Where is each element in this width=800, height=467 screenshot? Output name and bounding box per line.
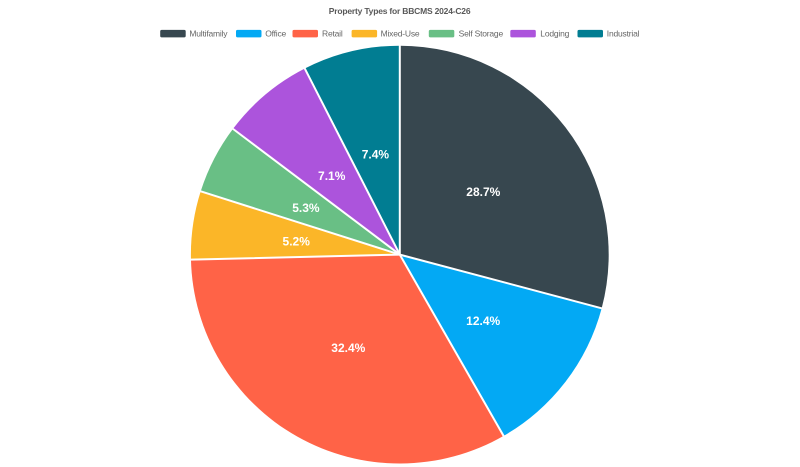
svg-text:7.4%: 7.4% — [362, 148, 390, 162]
svg-text:Office: Office — [265, 28, 286, 38]
svg-text:Mixed-Use: Mixed-Use — [381, 28, 420, 38]
svg-text:5.3%: 5.3% — [292, 201, 320, 215]
svg-text:7.1%: 7.1% — [318, 169, 346, 183]
svg-text:Retail: Retail — [322, 28, 343, 38]
svg-text:28.7%: 28.7% — [466, 185, 500, 199]
svg-text:12.4%: 12.4% — [466, 314, 500, 328]
svg-text:Multifamily: Multifamily — [189, 28, 228, 38]
svg-text:Property Types for BBCMS 2024-: Property Types for BBCMS 2024-C26 — [329, 6, 471, 16]
svg-text:32.4%: 32.4% — [331, 341, 365, 355]
svg-text:Industrial: Industrial — [607, 28, 640, 38]
svg-text:Self Storage: Self Storage — [459, 28, 504, 38]
svg-text:5.2%: 5.2% — [283, 235, 311, 249]
svg-text:Lodging: Lodging — [540, 28, 569, 38]
